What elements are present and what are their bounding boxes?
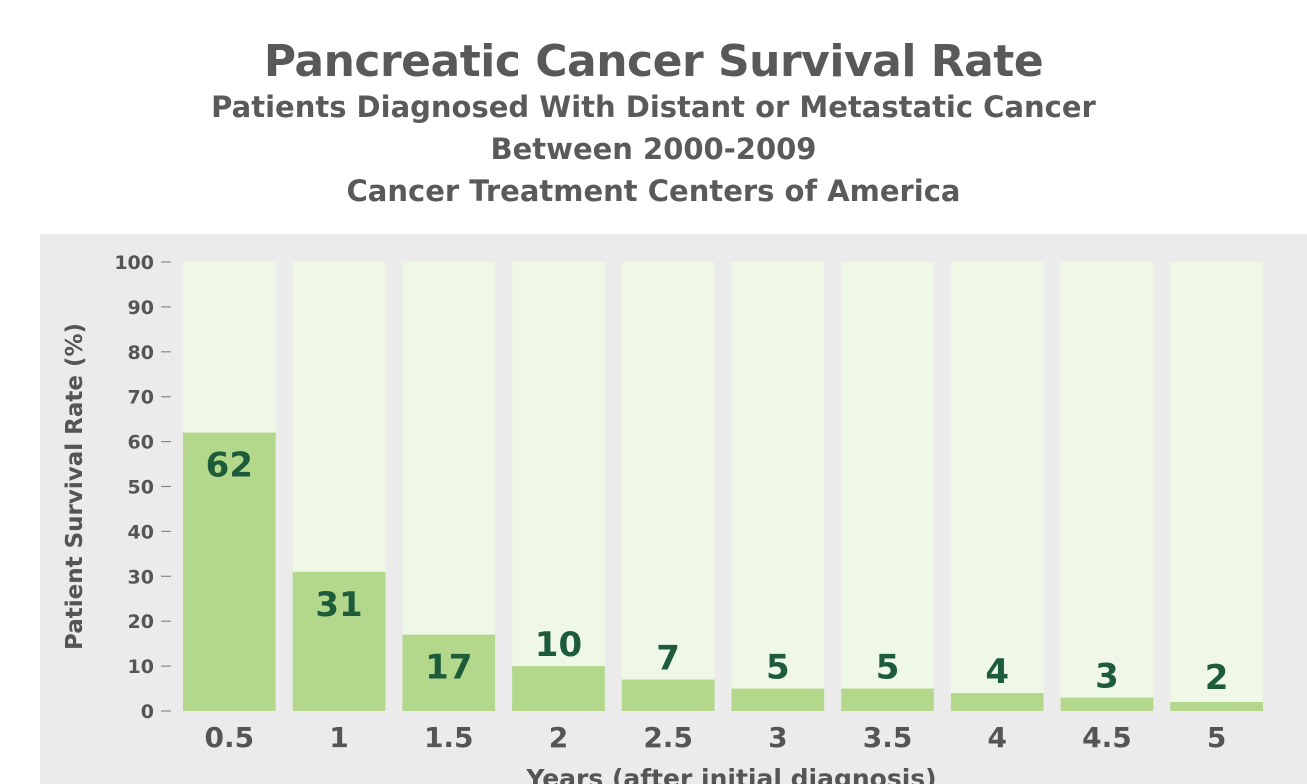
data-label: 3	[1095, 657, 1119, 697]
bar-chart: Patient Survival Rate (%) 0 10 20 30 40 50 60 7…	[62, 252, 1263, 784]
bar	[183, 432, 276, 711]
x-tick-label: 0.5	[205, 721, 255, 754]
data-label: 5	[766, 648, 790, 688]
y-tick-label: 60	[128, 432, 154, 454]
chart-subtitle-line-1: Patients Diagnosed With Distant or Metas…	[211, 90, 1096, 124]
bar	[402, 634, 496, 711]
data-label: 4	[985, 652, 1009, 692]
x-tick-label: 5	[1207, 721, 1226, 754]
bar	[731, 688, 825, 711]
bar-background	[621, 262, 715, 711]
bar-background	[1060, 262, 1154, 711]
data-label: 62	[206, 446, 253, 486]
data-label: 5	[876, 648, 900, 688]
y-axis-title-group: Patient Survival Rate (%)	[62, 323, 88, 650]
y-tick-label: 40	[128, 521, 154, 543]
data-label: 17	[425, 648, 472, 688]
y-tick-label: 80	[128, 342, 154, 364]
x-tick-label: 4.5	[1082, 721, 1132, 754]
x-tick-label: 2.5	[643, 721, 693, 754]
bar	[621, 679, 715, 711]
x-axis-title: Years (after initial diagnosis)	[525, 764, 936, 784]
data-label: 31	[315, 585, 362, 625]
x-axis-labels: 0.5 1 1.5 2 2.5 3 3.5 4 4.5 5	[205, 721, 1227, 754]
y-tick-label: 20	[128, 611, 154, 633]
x-tick-label: 1.5	[424, 721, 474, 754]
y-tick-label: 100	[114, 252, 154, 274]
chart-title: Pancreatic Cancer Survival Rate	[263, 36, 1044, 87]
y-axis-ticks: 0 10 20 30 40 50 60 70 80 90 100	[114, 252, 171, 723]
bar-background	[841, 262, 934, 711]
bar	[1170, 702, 1263, 711]
data-label: 10	[535, 625, 582, 665]
bars: 62 31 17 10 7 5 5 4 3 2	[183, 262, 1263, 711]
bar-background	[950, 262, 1044, 711]
bar	[1060, 697, 1154, 711]
y-tick-label: 10	[128, 656, 154, 678]
y-tick-label: 70	[128, 387, 154, 409]
x-axis-title-group: Years (after initial diagnosis)	[525, 764, 936, 784]
data-label: 2	[1205, 658, 1229, 698]
bar	[512, 666, 605, 711]
y-tick-label: 0	[141, 701, 154, 723]
x-tick-label: 4	[988, 721, 1007, 754]
bar	[841, 688, 934, 711]
chart-subtitle-line-3: Cancer Treatment Centers of America	[346, 174, 961, 208]
y-tick-label: 50	[128, 477, 154, 499]
bar	[292, 571, 386, 711]
chart-subtitle-line-2: Between 2000-2009	[490, 132, 817, 166]
bar-background	[512, 262, 605, 711]
bar-background	[731, 262, 825, 711]
y-tick-label: 30	[128, 566, 154, 588]
x-tick-label: 2	[549, 721, 568, 754]
x-tick-label: 1	[329, 721, 348, 754]
y-axis-title: Patient Survival Rate (%)	[62, 323, 88, 650]
x-tick-label: 3.5	[863, 721, 913, 754]
plot-panel: Patient Survival Rate (%) 0 10 20 30 40 50 60 7…	[40, 234, 1307, 784]
bar	[950, 693, 1044, 711]
x-tick-label: 3	[768, 721, 787, 754]
bar-background	[1170, 262, 1263, 711]
y-tick-label: 90	[128, 297, 154, 319]
data-label: 7	[656, 639, 680, 679]
